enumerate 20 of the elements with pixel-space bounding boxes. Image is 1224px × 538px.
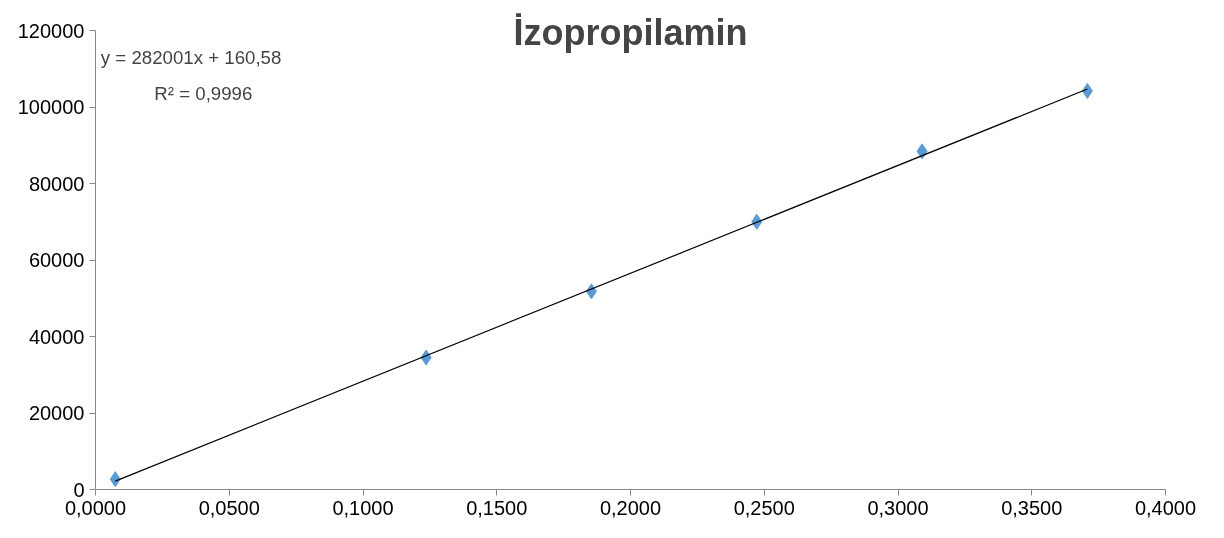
chart-title: İzopropilamin [513,12,748,53]
y-tick-label: 60000 [28,249,85,271]
y-tick-label: 120000 [17,19,85,42]
x-tick-label: 0,3000 [867,496,929,519]
x-tick-label: 0,3500 [1001,496,1063,519]
x-tick-label: 0,2000 [599,496,662,519]
x-tick-label: 0,1000 [332,496,394,519]
annotation: y = 282001x + 160,58 [100,46,282,68]
x-tick-label: 0,4000 [1134,496,1197,519]
y-tick-label: 40000 [28,325,85,348]
x-tick-label: 0,0500 [198,496,260,519]
x-tick-label: 0,1500 [466,496,528,519]
point [109,471,121,488]
point [1081,82,1093,99]
annotation: R² = 0,9996 [154,83,253,105]
y-tick-label: 80000 [28,172,85,195]
y-tick-label: 100000 [17,96,85,118]
point [916,143,928,160]
x-tick-label: 0,2500 [733,496,795,519]
y-tick-label: 20000 [28,402,85,424]
